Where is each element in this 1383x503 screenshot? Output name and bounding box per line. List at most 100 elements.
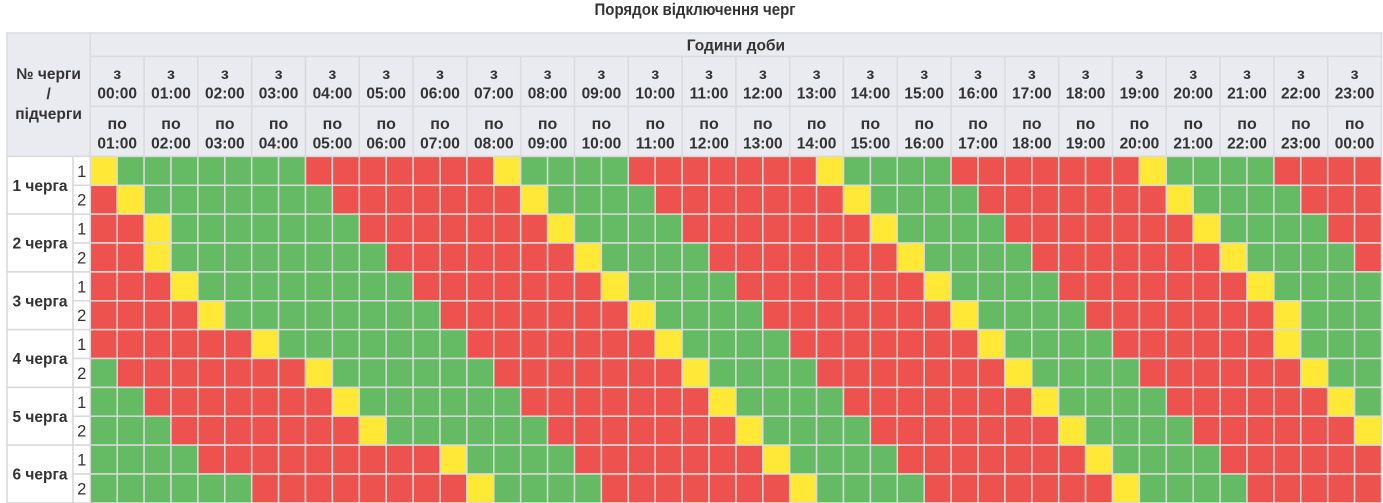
svg-text:13:00: 13:00 [743, 136, 783, 153]
svg-text:00:00: 00:00 [1335, 136, 1375, 153]
svg-text:2: 2 [77, 192, 86, 210]
svg-text:1: 1 [77, 336, 86, 354]
svg-text:з: з [1297, 66, 1305, 83]
svg-text:19:00: 19:00 [1120, 86, 1160, 103]
svg-text:22:00: 22:00 [1227, 136, 1267, 153]
svg-text:2: 2 [77, 307, 86, 325]
svg-text:09:00: 09:00 [582, 86, 622, 103]
svg-text:з: з [866, 66, 874, 83]
svg-text:22:00: 22:00 [1281, 86, 1321, 103]
svg-text:Години доби: Години доби [687, 38, 785, 55]
svg-text:6 черга: 6 черга [12, 467, 67, 484]
svg-text:19:00: 19:00 [1066, 136, 1106, 153]
svg-text:з: з [1243, 66, 1251, 83]
svg-text:з: з [382, 66, 390, 83]
svg-text:з: з [1189, 66, 1197, 83]
svg-text:14:00: 14:00 [797, 136, 837, 153]
svg-text:по: по [269, 116, 289, 133]
svg-text:з: з [813, 66, 821, 83]
svg-text:з: з [328, 66, 336, 83]
svg-text:16:00: 16:00 [958, 86, 998, 103]
svg-text:2: 2 [77, 249, 86, 267]
svg-text:04:00: 04:00 [259, 136, 299, 153]
svg-text:по: по [1022, 116, 1042, 133]
svg-text:2: 2 [77, 365, 86, 383]
svg-text:12:00: 12:00 [689, 136, 729, 153]
svg-text:Порядок відключення черг: Порядок відключення черг [595, 1, 796, 19]
svg-text:по: по [1183, 116, 1203, 133]
svg-text:по: по [1345, 116, 1365, 133]
svg-text:3 черга: 3 черга [12, 293, 67, 310]
svg-text:04:00: 04:00 [313, 86, 353, 103]
svg-text:07:00: 07:00 [420, 136, 460, 153]
svg-text:з: з [1135, 66, 1143, 83]
svg-text:по: по [699, 116, 719, 133]
svg-text:07:00: 07:00 [474, 86, 514, 103]
svg-text:2 черга: 2 черга [12, 236, 67, 253]
svg-text:18:00: 18:00 [1066, 86, 1106, 103]
svg-text:по: по [1291, 116, 1311, 133]
svg-text:1: 1 [77, 221, 86, 239]
svg-text:03:00: 03:00 [205, 136, 245, 153]
svg-text:18:00: 18:00 [1012, 136, 1052, 153]
svg-text:02:00: 02:00 [205, 86, 245, 103]
svg-text:з: з [544, 66, 552, 83]
svg-text:з: з [1082, 66, 1090, 83]
svg-text:11:00: 11:00 [636, 136, 675, 153]
svg-text:по: по [592, 116, 612, 133]
svg-text:1: 1 [77, 394, 86, 412]
svg-text:08:00: 08:00 [474, 136, 514, 153]
svg-text:15:00: 15:00 [904, 86, 944, 103]
svg-text:з: з [1028, 66, 1036, 83]
svg-text:1 черга: 1 черга [12, 178, 67, 195]
svg-text:по: по [753, 116, 773, 133]
svg-text:з: з [490, 66, 498, 83]
svg-text:по: по [215, 116, 235, 133]
svg-text:по: по [861, 116, 881, 133]
svg-text:12:00: 12:00 [743, 86, 783, 103]
svg-text:№ черги: № черги [16, 66, 81, 83]
svg-text:01:00: 01:00 [151, 86, 191, 103]
svg-text:16:00: 16:00 [904, 136, 944, 153]
svg-text:/: / [46, 86, 51, 103]
svg-text:з: з [651, 66, 659, 83]
svg-text:1: 1 [77, 278, 86, 296]
svg-text:14:00: 14:00 [851, 86, 891, 103]
svg-text:00:00: 00:00 [97, 86, 137, 103]
svg-text:01:00: 01:00 [97, 136, 137, 153]
svg-text:по: по [161, 116, 181, 133]
svg-text:10:00: 10:00 [635, 86, 675, 103]
svg-text:17:00: 17:00 [958, 136, 998, 153]
svg-text:по: по [807, 116, 827, 133]
svg-text:2: 2 [77, 423, 86, 441]
svg-text:по: по [107, 116, 127, 133]
svg-text:з: з [167, 66, 175, 83]
svg-text:підчерги: підчерги [15, 106, 82, 123]
svg-text:по: по [538, 116, 558, 133]
svg-text:4 черга: 4 черга [12, 351, 67, 368]
svg-text:02:00: 02:00 [151, 136, 191, 153]
svg-text:21:00: 21:00 [1173, 136, 1213, 153]
svg-text:13:00: 13:00 [797, 86, 837, 103]
svg-text:08:00: 08:00 [528, 86, 568, 103]
svg-text:з: з [974, 66, 982, 83]
svg-text:по: по [323, 116, 343, 133]
svg-text:по: по [430, 116, 450, 133]
svg-text:11:00: 11:00 [690, 86, 729, 103]
svg-text:05:00: 05:00 [313, 136, 353, 153]
svg-text:23:00: 23:00 [1281, 136, 1321, 153]
svg-text:з: з [1351, 66, 1359, 83]
svg-text:03:00: 03:00 [259, 86, 299, 103]
svg-text:09:00: 09:00 [528, 136, 568, 153]
svg-text:10:00: 10:00 [582, 136, 622, 153]
svg-text:06:00: 06:00 [366, 136, 406, 153]
svg-text:по: по [914, 116, 934, 133]
svg-text:1: 1 [77, 452, 86, 470]
svg-text:з: з [221, 66, 229, 83]
svg-text:з: з [436, 66, 444, 83]
svg-text:з: з [275, 66, 283, 83]
svg-text:1: 1 [77, 163, 86, 181]
svg-text:з: з [759, 66, 767, 83]
svg-text:17:00: 17:00 [1012, 86, 1052, 103]
svg-text:20:00: 20:00 [1173, 86, 1213, 103]
